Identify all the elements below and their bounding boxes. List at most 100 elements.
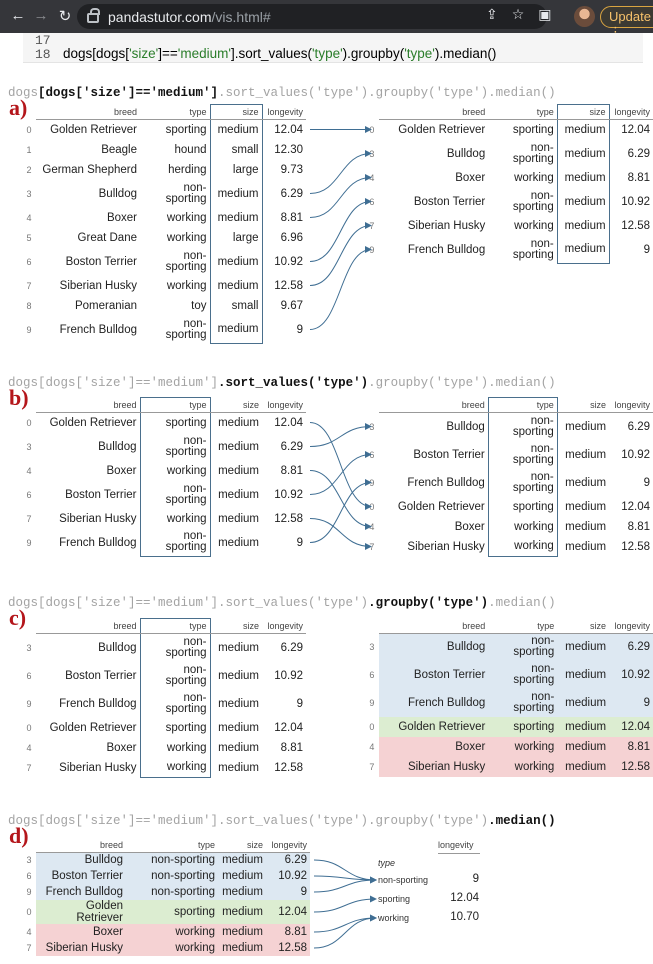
flow-arrow (309, 150, 372, 194)
dataframe-b-input: breed type size longevity 0 Golden Retriever s… (22, 397, 306, 557)
index-header (22, 398, 36, 413)
cell-breed: Boston Terrier (36, 868, 126, 884)
table-row: 7 Siberian Husky working medium 12.58 (22, 275, 306, 296)
address-bar[interactable]: pandastutor.com /vis.html# (77, 4, 547, 29)
row-index: 9 (26, 698, 32, 709)
row-index: 7 (26, 762, 32, 773)
cell-type: working (166, 231, 207, 244)
cell-breed: Boston Terrier (413, 195, 486, 208)
cell-breed: Siberian Husky (59, 761, 137, 774)
cell-type: non-sporting (126, 884, 218, 900)
table-row: 6 Boston Terrier non-sporting medium 10.92 (365, 661, 653, 689)
cell-longevity: 6.29 (280, 187, 303, 200)
row-index: 4 (26, 465, 32, 476)
cell-longevity: 6.29 (627, 420, 650, 433)
cell-size: medium (218, 512, 259, 525)
table-row: 4 Boxer working medium 8.81 (365, 737, 653, 757)
header-row: breed type size longevity (365, 397, 653, 413)
cell-size: medium (557, 661, 610, 689)
cell-breed: French Bulldog (407, 243, 486, 256)
cell-type: non-sporting (487, 412, 558, 441)
cell-breed: French Bulldog (59, 323, 137, 336)
row-index: 6 (369, 449, 375, 460)
cell-breed: Boston Terrier (65, 488, 137, 501)
table-row: 0 Golden Retriever sporting medium 12.04 (22, 119, 306, 140)
row-index: 7 (369, 762, 375, 772)
row-index: 4 (26, 927, 32, 937)
share-icon[interactable]: ⇪ (486, 6, 498, 22)
reload-icon[interactable]: ↻ (58, 8, 72, 25)
row-index: 3 (369, 642, 375, 652)
row-index: 2 (26, 164, 32, 175)
row-index: 6 (369, 670, 375, 680)
bookmark-star-icon[interactable]: ☆ (511, 6, 525, 22)
table-row: 3 Bulldog non-sporting medium 6.29 (365, 139, 653, 168)
back-icon[interactable]: ← (10, 7, 26, 24)
flow-arrow (313, 914, 377, 933)
cell-longevity: 10.92 (274, 488, 303, 501)
table-row: 6 Boston Terrier non-sporting medium 10.92 (22, 868, 310, 884)
cell-type: non-sporting (488, 661, 558, 689)
table-row: 8 Pomeranian toy small 9.67 (22, 295, 306, 316)
update-button[interactable]: Update ⋮ (600, 6, 653, 39)
cell-breed: Golden Retriever (398, 123, 486, 136)
cell-breed: Boston Terrier (65, 669, 137, 682)
cell-longevity: 10.92 (266, 868, 310, 884)
cell-size: medium (556, 139, 610, 168)
flow-arrow (309, 518, 372, 550)
cell-longevity: 12.58 (274, 512, 303, 525)
cell-type: working (126, 924, 218, 940)
row-index: 9 (369, 477, 375, 488)
header-row: breed type size longevity (22, 837, 310, 853)
row-index: 1 (26, 144, 32, 155)
step-label-c: c) (9, 605, 27, 630)
column-header-longevity: longevity (609, 104, 653, 120)
table-row: 9 French Bulldog non-sporting medium 9 (365, 468, 653, 497)
column-header-type: type (488, 104, 558, 120)
cell-type: non-sporting (488, 689, 558, 717)
cell-breed: Siberian Husky (59, 279, 137, 292)
cell-size: large (209, 227, 263, 248)
profile-avatar[interactable] (574, 6, 595, 27)
cell-breed: Great Dane (77, 231, 137, 244)
row-index: 7 (369, 220, 375, 231)
cell-type: sporting (126, 900, 218, 924)
cell-longevity: 12.58 (621, 219, 650, 232)
cell-size: medium (556, 187, 610, 216)
table-row: 9 French Bulldog non-sporting medium 9 (22, 528, 306, 557)
cell-longevity: 12.58 (621, 540, 650, 553)
cell-type: working (488, 757, 558, 777)
row-index: 3 (26, 441, 32, 452)
cell-longevity: 12.04 (609, 717, 653, 737)
cell-type: toy (191, 299, 207, 312)
cell-breed: French Bulldog (36, 884, 126, 900)
cell-breed: Bulldog (446, 147, 486, 160)
cell-breed: Bulldog (98, 187, 137, 200)
side-panel-icon[interactable]: ▣ (538, 6, 552, 22)
column-header-breed: breed (36, 104, 140, 120)
header-row: breed type size longevity (365, 618, 653, 634)
table-row: 7 Siberian Husky working medium 12.58 (365, 215, 653, 236)
forward-icon[interactable]: → (33, 7, 49, 24)
result-header: longevity (438, 840, 474, 850)
dataframe-d-input: breed type size longevity 3 Bulldog non-sporti… (22, 837, 310, 956)
table-row: 7 Siberian Husky working medium 12.58 (22, 508, 306, 529)
cell-longevity: 6.29 (280, 641, 303, 654)
cell-size: medium (218, 641, 259, 654)
cell-longevity: 8.81 (627, 171, 650, 184)
code-cell[interactable]: 17 18 dogs[dogs['size']=='medium'].sort_… (23, 33, 643, 63)
table-row: 3 Bulldog non-sporting medium 6.29 (365, 412, 653, 441)
cell-breed: Bulldog (98, 641, 137, 654)
table-row: 4 Boxer working medium 8.81 (365, 516, 653, 537)
row-index: 0 (369, 124, 375, 135)
cell-longevity: 12.04 (621, 500, 650, 513)
cell-breed: Bulldog (36, 852, 126, 868)
cell-longevity: 8.81 (266, 924, 310, 940)
flow-arrow (309, 422, 372, 510)
result-key: working (378, 913, 410, 923)
cell-type: working (487, 516, 558, 537)
flow-arrow (313, 876, 377, 893)
cell-longevity: 12.04 (274, 721, 303, 734)
cell-breed: Bulldog (378, 633, 489, 661)
cell-type: working (126, 940, 218, 956)
